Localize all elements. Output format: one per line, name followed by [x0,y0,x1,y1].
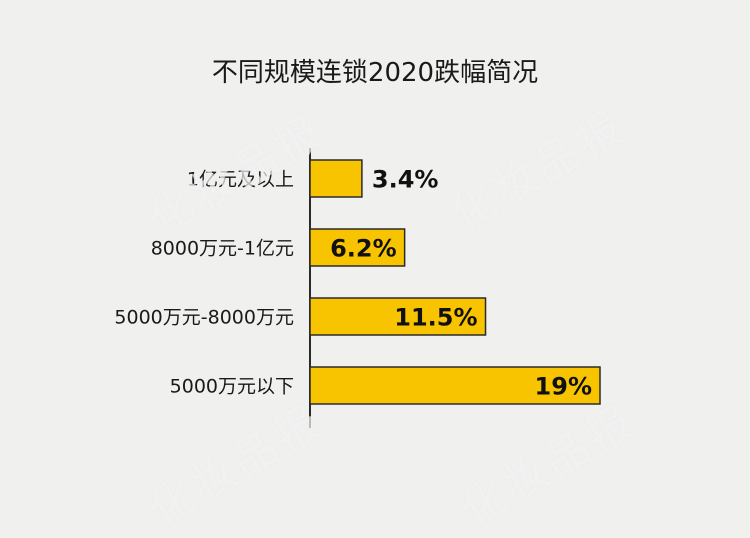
bar [309,297,487,336]
bar [309,228,406,267]
bar [309,366,601,405]
category-label: 8000万元-1亿元 [151,238,294,260]
data-label: 6.2% [330,235,397,263]
category-label: 1亿元及以上 [187,169,294,191]
category-label: 5000万元-8000万元 [114,307,294,329]
data-label: 19% [535,373,592,401]
category-label: 5000万元以下 [170,376,294,398]
chart-title: 不同规模连锁2020跌幅简况 [211,58,539,88]
bar-chart: 1亿元及以上 3.4% 8000万元-1亿元 6.2% 5000万元-8000万元 11.… [114,148,601,428]
data-label: 11.5% [394,304,477,332]
data-label: 3.4% [372,166,439,194]
bar [309,159,363,198]
